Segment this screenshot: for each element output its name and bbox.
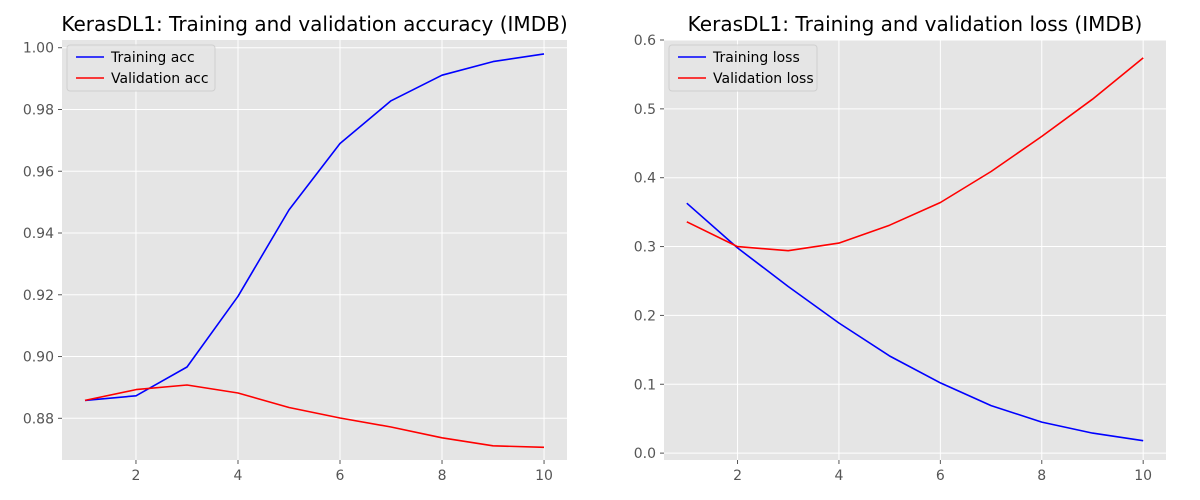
chart-panel-2: 2 4 6 8 10 0.0 0.1 0.2 0.3 0.4 0.5 0.6 KerasDL1: Tra… [634,12,1166,484]
x-tick-label: 6 [336,468,345,484]
y-tick-label: 0.90 [23,350,54,366]
x-tick-label: 10 [535,468,553,484]
y-tick-label: 0.6 [634,33,656,49]
x-tick-label: 8 [438,468,447,484]
x-tick-label: 2 [132,468,141,484]
x-tick-label: 4 [834,468,843,484]
series-line-2 [686,57,1144,252]
series-line-1 [686,202,1144,442]
legend: Training loss Validation loss [668,44,818,92]
y-tick-label: 0.5 [634,102,656,118]
y-tick-label: 0.92 [23,288,54,304]
y-tick-label: 0.1 [634,377,656,393]
legend-label: Validation acc [111,71,209,87]
x-tick-label: 8 [1037,468,1046,484]
x-tick-label: 6 [936,468,945,484]
plot-area [62,40,567,460]
x-tick-label: 10 [1134,468,1152,484]
legend-label: Validation loss [713,71,814,87]
series-line-2 [84,384,545,449]
y-tick-label: 0.88 [23,411,54,427]
legend-label: Training loss [712,50,800,66]
y-tick-label: 0.94 [23,226,54,242]
chart-title: KerasDL1: Training and validation loss (… [688,12,1143,36]
y-tick-label: 0.0 [634,446,656,462]
y-tick-label: 0.96 [23,164,54,180]
plot-area [664,40,1166,460]
y-tick-label: 1.00 [23,41,54,57]
series-line-1 [84,53,545,402]
y-tick-label: 0.3 [634,240,656,256]
x-tick-label: 2 [733,468,742,484]
chart-panel-1: 2 4 6 8 10 0.88 0.90 0.92 0.94 0.96 0.98 1.00 KerasD… [23,12,568,484]
y-tick-label: 0.98 [23,102,54,118]
legend-label: Training acc [110,50,195,66]
x-tick-label: 4 [234,468,243,484]
legend: Training acc Validation acc [66,44,216,92]
y-tick-label: 0.4 [634,171,656,187]
chart-title: KerasDL1: Training and validation accura… [61,12,567,36]
y-tick-label: 0.2 [634,308,656,324]
